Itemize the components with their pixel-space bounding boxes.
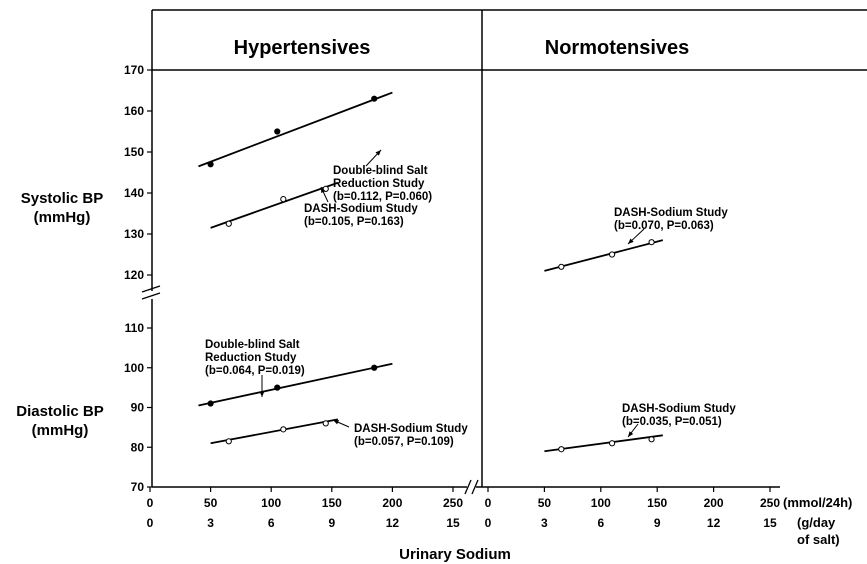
series-label: Reduction Study	[205, 352, 297, 364]
annotations: Hypertensives Normotensives Systolic BP (mm…	[16, 37, 852, 563]
regression-line	[210, 418, 339, 445]
data-point	[558, 446, 565, 453]
series-label: (b=0.064, P=0.019)	[205, 365, 305, 377]
series-label: (b=0.070, P=0.063)	[614, 220, 714, 232]
x-tick-label-salt: 9	[328, 516, 335, 530]
x-tick-label-mmol: 200	[704, 496, 724, 510]
x-axis-label: Urinary Sodium	[399, 546, 511, 563]
x-tick-label-mmol: 200	[382, 496, 402, 510]
series-label: DASH-Sodium Study	[354, 423, 468, 435]
x-tick-label-salt: 0	[485, 516, 492, 530]
data-point	[558, 263, 565, 270]
x-tick-label-salt: 15	[763, 516, 777, 530]
plot-frame	[141, 9, 867, 495]
y-tick-label: 100	[124, 361, 144, 375]
data-point	[280, 196, 287, 203]
axes: 1201301401501601707080901001100050310061…	[124, 63, 780, 530]
y-axis-label-diastolic: (mmHg)	[32, 422, 89, 439]
x-tick-label-mmol: 50	[204, 496, 218, 510]
x-tick-label-mmol: 0	[147, 496, 154, 510]
series-label: DASH-Sodium Study	[304, 203, 418, 215]
y-tick-label: 70	[131, 480, 145, 494]
series-label: (b=0.112, P=0.060)	[333, 191, 432, 203]
data-point	[608, 440, 616, 447]
x-tick-label-salt: 12	[707, 516, 721, 530]
data-point	[280, 426, 287, 433]
x-unit-mmol: (mmol/24h)	[783, 495, 852, 510]
x-tick-label-salt: 3	[207, 516, 214, 530]
annotation-arrowhead	[259, 391, 265, 397]
x-break-mark	[464, 479, 472, 495]
annotation-arrowhead	[321, 187, 326, 193]
data-point	[371, 95, 378, 102]
panel-title: Normotensives	[545, 37, 690, 59]
x-tick-label-mmol: 100	[591, 496, 611, 510]
y-axis-label-systolic: (mmHg)	[34, 209, 91, 226]
y-axis-label-systolic: Systolic BP	[21, 190, 104, 207]
annotation-arrowhead	[628, 238, 634, 244]
x-tick-label-mmol: 150	[647, 496, 667, 510]
series-label: DASH-Sodium Study	[622, 403, 736, 415]
x-tick-label-mmol: 100	[261, 496, 281, 510]
data-point	[608, 251, 616, 258]
panel-title: Hypertensives	[234, 37, 371, 59]
data-point	[274, 384, 281, 391]
y-tick-label: 150	[124, 145, 144, 159]
series-label: DASH-Sodium Study	[614, 207, 728, 219]
x-unit-salt: (g/day	[797, 515, 836, 530]
regression-line	[198, 91, 393, 168]
series-label: (b=0.035, P=0.051)	[622, 416, 722, 428]
x-tick-label-salt: 3	[541, 516, 548, 530]
regression-line	[210, 181, 339, 229]
x-unit-salt: of salt)	[797, 532, 840, 547]
x-break-mark	[471, 479, 479, 495]
series-label: (b=0.057, P=0.109)	[354, 436, 454, 448]
annotation-arrowhead	[628, 431, 634, 437]
x-tick-label-mmol: 250	[760, 496, 780, 510]
data-point	[225, 220, 232, 227]
annotation-arrowhead	[333, 420, 339, 425]
x-tick-label-mmol: 0	[485, 496, 492, 510]
regression-line	[198, 362, 393, 407]
data-point	[207, 161, 214, 168]
data-point	[207, 400, 214, 407]
x-tick-label-salt: 9	[654, 516, 661, 530]
y-tick-label: 170	[124, 63, 144, 77]
y-break-mark	[141, 285, 161, 293]
x-tick-label-salt: 6	[268, 516, 275, 530]
series-label: Double-blind Salt	[205, 339, 300, 351]
x-tick-label-mmol: 150	[322, 496, 342, 510]
data-marks	[198, 91, 664, 453]
y-tick-label: 160	[124, 104, 144, 118]
x-tick-label-salt: 0	[147, 516, 154, 530]
y-tick-label: 120	[124, 268, 144, 282]
y-axis-label-diastolic: Diastolic BP	[16, 403, 104, 420]
y-tick-label: 80	[131, 440, 145, 454]
x-tick-label-mmol: 50	[538, 496, 552, 510]
x-tick-label-salt: 15	[446, 516, 460, 530]
y-tick-label: 90	[131, 401, 145, 415]
data-point	[322, 420, 329, 427]
series-label: (b=0.105, P=0.163)	[304, 216, 404, 228]
data-point	[274, 128, 281, 135]
annotation-arrowhead	[375, 150, 381, 156]
x-tick-label-salt: 12	[386, 516, 400, 530]
y-break-mark	[141, 292, 161, 300]
series-label: Double-blind Salt	[333, 165, 428, 177]
x-tick-label-mmol: 250	[443, 496, 463, 510]
x-tick-label-salt: 6	[597, 516, 604, 530]
data-point	[371, 364, 378, 371]
data-point	[648, 436, 655, 443]
series-label: Reduction Study	[333, 178, 425, 190]
y-tick-label: 110	[125, 321, 145, 335]
data-point	[225, 438, 232, 445]
y-tick-label: 130	[124, 227, 144, 241]
y-tick-label: 140	[124, 186, 144, 200]
data-point	[648, 239, 655, 246]
